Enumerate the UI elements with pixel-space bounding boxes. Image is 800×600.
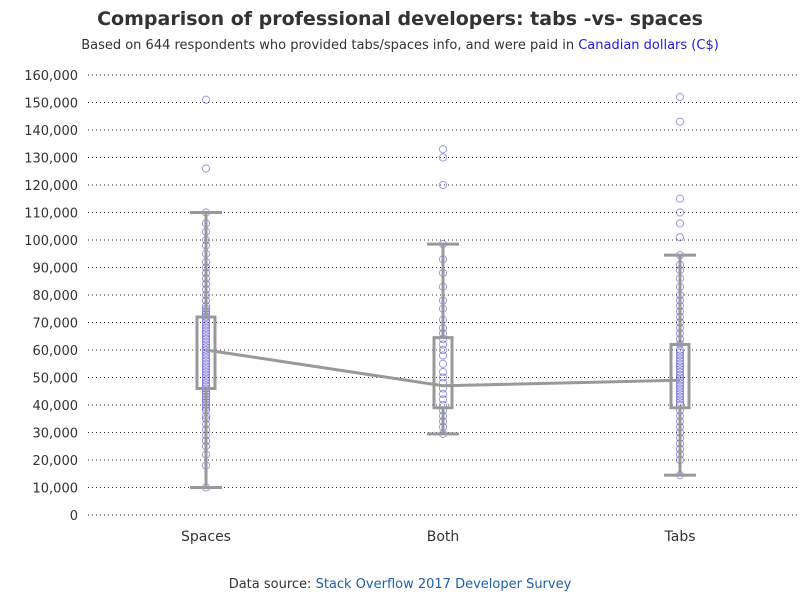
data-point [201,367,211,377]
y-tick-label: 130,000 [24,152,78,167]
data-point [675,92,685,102]
data-point [675,384,685,393]
data-point [201,337,211,346]
data-point [675,378,685,388]
data-point [201,378,211,388]
data-source-label: Data source: [228,577,316,592]
data-point [438,145,448,154]
y-axis: 0 10,000 20,000 30,000 40,000 50,000 60,000 70,… [24,69,78,524]
currency-highlight: Canadian dollars (C$) [578,38,719,53]
data-point [201,329,211,338]
y-tick-label: 50,000 [33,372,79,387]
data-point [438,389,448,399]
data-point [675,208,685,217]
data-point [201,323,211,333]
data-point [675,392,685,401]
data-point [201,370,211,379]
data-point [675,398,685,407]
data-point [675,117,685,126]
data-point [675,194,685,203]
data-point [675,356,685,366]
iqr-box [669,343,691,410]
data-point [675,367,685,377]
y-tick-label: 70,000 [33,317,79,332]
data-point [201,373,211,382]
box-both [427,242,459,436]
y-tick-label: 150,000 [24,97,78,112]
data-point [438,345,448,355]
data-point [201,326,211,335]
y-tick-label: 80,000 [33,289,79,304]
x-axis: Spaces Both Tabs [181,529,695,545]
data-point [201,95,211,104]
data-point [201,332,211,341]
data-point [675,233,685,242]
data-point [201,351,211,360]
data-point [675,345,685,355]
boxes [190,211,696,489]
data-point [201,340,211,349]
data-point [438,373,448,382]
y-tick-label: 110,000 [24,207,78,222]
data-point [201,318,211,327]
data-point [201,354,211,363]
data-point [438,180,448,190]
y-tick-label: 90,000 [33,262,79,277]
y-tick-label: 120,000 [24,179,78,194]
data-point [201,321,211,330]
data-point [675,359,685,368]
data-point [201,362,211,371]
x-tick-label: Tabs [664,529,696,545]
data-point [201,376,211,385]
data-point [201,348,211,357]
x-tick-label: Spaces [181,529,231,545]
data-point [675,351,685,360]
y-tick-label: 160,000 [24,69,78,84]
data-point [201,164,211,173]
data-point [675,354,685,363]
data-point [201,365,211,374]
y-tick-label: 100,000 [24,234,78,249]
data-point [438,153,448,162]
y-tick-label: 30,000 [33,427,79,442]
data-point [675,381,685,390]
data-point [438,359,448,368]
y-tick-label: 40,000 [33,399,79,414]
data-source: Data source: Stack Overflow 2017 Develop… [0,577,800,592]
iqr-box [432,336,454,410]
median-line [205,348,681,388]
y-tick-label: 20,000 [33,454,79,469]
median-connector [205,348,681,388]
data-point [201,334,211,344]
box-tabs [664,253,696,477]
data-point [675,387,685,396]
data-point [438,395,448,404]
data-point [438,367,448,377]
y-tick-label: 60,000 [33,344,79,359]
y-tick-label: 0 [70,509,78,524]
chart-subtitle: Based on 644 respondents who provided ta… [0,38,800,53]
data-point [675,389,685,399]
data-point [675,395,685,404]
x-tick-label: Both [427,529,460,545]
data-point [675,348,685,357]
y-tick-label: 10,000 [33,482,79,497]
data-point [438,340,448,349]
data-source-link[interactable]: Stack Overflow 2017 Developer Survey [315,577,572,592]
subtitle-text: Based on 644 respondents who provided ta… [81,38,579,53]
data-point [675,370,685,379]
data-point [201,359,211,368]
data-point [675,219,685,228]
chart-title: Comparison of professional developers: t… [97,8,703,30]
y-tick-label: 140,000 [24,124,78,139]
data-point [438,351,448,360]
data-point [675,362,685,371]
data-point [201,356,211,366]
data-point [675,365,685,374]
